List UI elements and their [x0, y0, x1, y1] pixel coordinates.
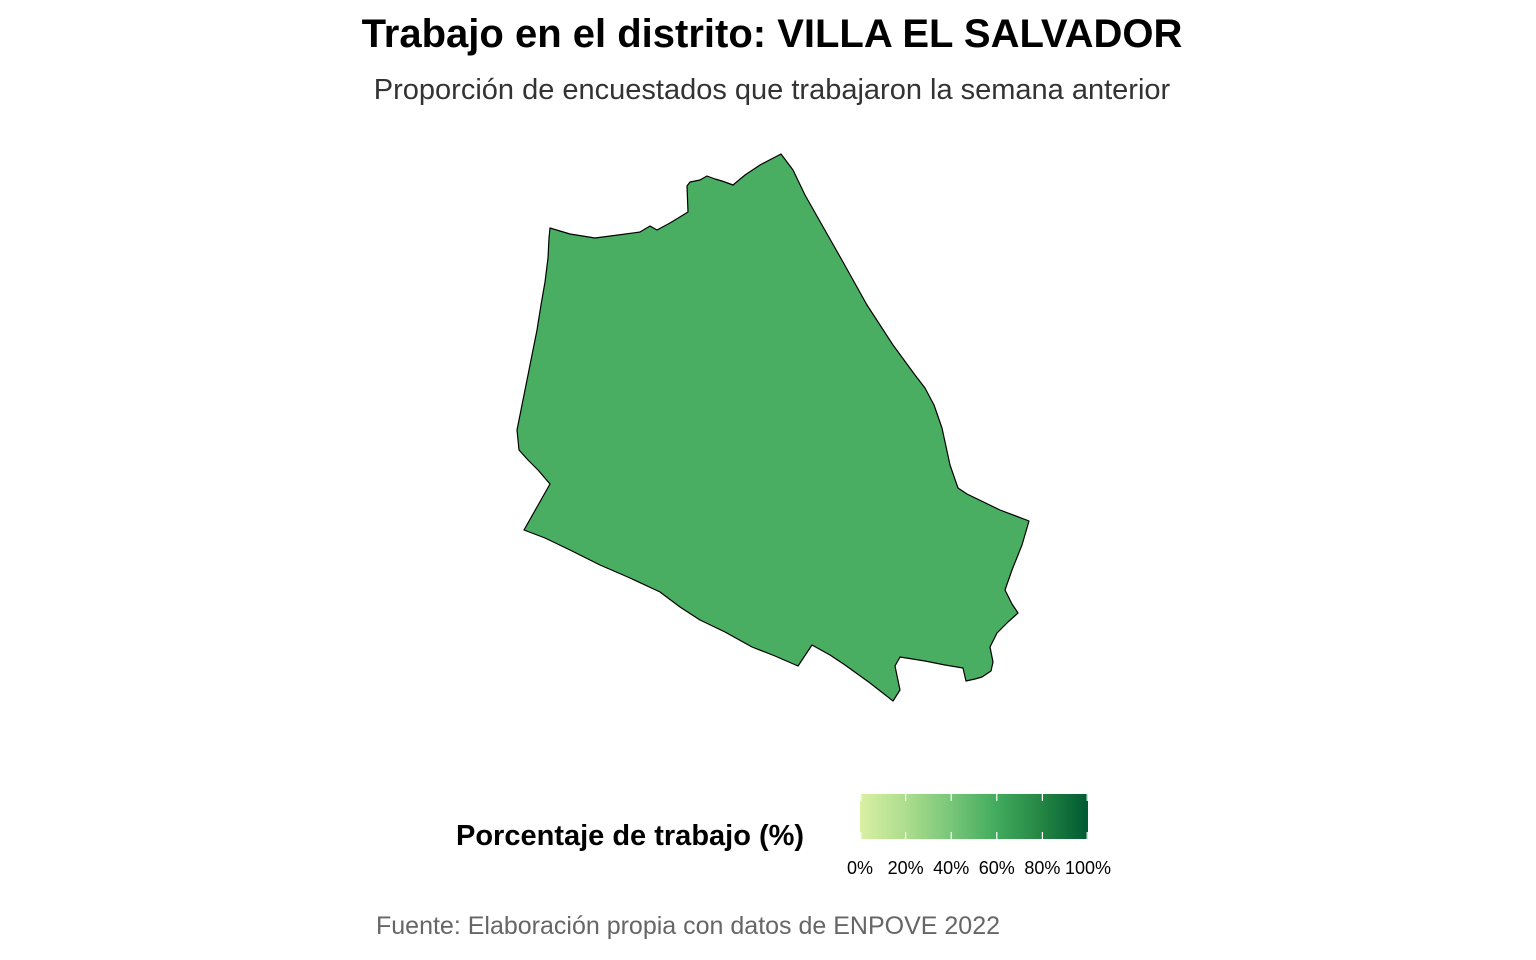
- source-caption: Fuente: Elaboración propia con datos de …: [376, 912, 1001, 940]
- legend-tick-marks: [860, 794, 1088, 839]
- map-title: Trabajo en el distrito: VILLA EL SALVADO…: [361, 12, 1183, 56]
- legend-tick-label-80: 80%: [1024, 858, 1061, 878]
- legend-tick-label-100: 100%: [1064, 858, 1112, 878]
- legend-colorbar: [860, 794, 1088, 839]
- legend-tick-label-20: 20%: [887, 858, 924, 878]
- legend-tick-label-40: 40%: [933, 858, 970, 878]
- district-polygon[interactable]: [516, 153, 1030, 702]
- map-subtitle: Proporción de encuestados que trabajaron…: [373, 74, 1171, 106]
- legend-gradient-rect: [860, 794, 1088, 839]
- legend-tick-label-60: 60%: [978, 858, 1015, 878]
- legend-title: Porcentaje de trabajo (%): [456, 820, 805, 852]
- legend-tick-label-0: 0%: [846, 858, 874, 878]
